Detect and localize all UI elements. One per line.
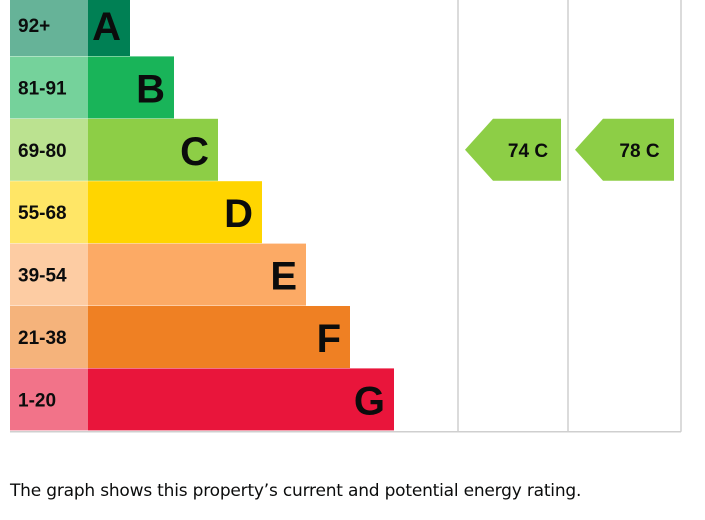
band-range-label: 81-91 [18,78,67,99]
rating-arrow [465,118,561,181]
band-range-cell [10,118,88,181]
band-range-label: 55-68 [18,203,67,224]
band-range-cell [10,0,88,56]
band-range-label: 21-38 [18,328,67,349]
band-d: 55-68 D [10,181,262,244]
band-range-label: 69-80 [18,141,67,162]
band-bar [88,56,174,119]
rating-arrow [575,118,674,181]
chart-frame [10,0,682,433]
rating-markers: 74 C 78 C [465,118,674,181]
potential-rating-marker: 78 C [575,118,674,181]
band-bar [88,306,350,368]
band-bar [88,0,130,56]
band-letter: A [92,5,121,49]
band-range-cell [10,243,88,306]
rating-label: 78 C [619,141,659,162]
band-e: 39-54 E [10,243,306,306]
band-c: 69-80 C [10,118,218,181]
band-bar [88,243,306,306]
chart-caption: The graph shows this property’s current … [10,481,582,501]
band-bar [88,118,218,181]
energy-rating-chart: 92+ A81-91 B69-80 C55-68 D39-54 E21-38 F1-20 G … [10,0,682,433]
band-g: 1-20 G [10,368,394,431]
band-range-cell [10,306,88,368]
band-letter: B [136,67,165,111]
rating-label: 74 C [508,141,548,162]
band-range-cell [10,181,88,244]
band-range-cell [10,56,88,119]
band-letter: E [270,255,297,299]
band-range-label: 39-54 [18,266,67,287]
band-letter: C [180,130,209,174]
current-rating-marker: 74 C [465,118,561,181]
rating-bands: 92+ A 81-91 B 69-80 C 55-68 D 39-54 E 21-38 F 1-20 G [10,0,394,431]
band-letter: G [354,379,385,423]
band-a: 92+ A [10,0,130,56]
band-range-label: 1-20 [18,390,56,411]
band-bar [88,181,262,244]
band-range-cell [10,368,88,431]
band-f: 21-38 F [10,306,350,368]
band-b: 81-91 B [10,56,174,119]
band-letter: D [224,192,253,236]
band-range-label: 92+ [18,16,50,37]
band-bar [88,368,394,431]
band-letter: F [317,317,341,361]
